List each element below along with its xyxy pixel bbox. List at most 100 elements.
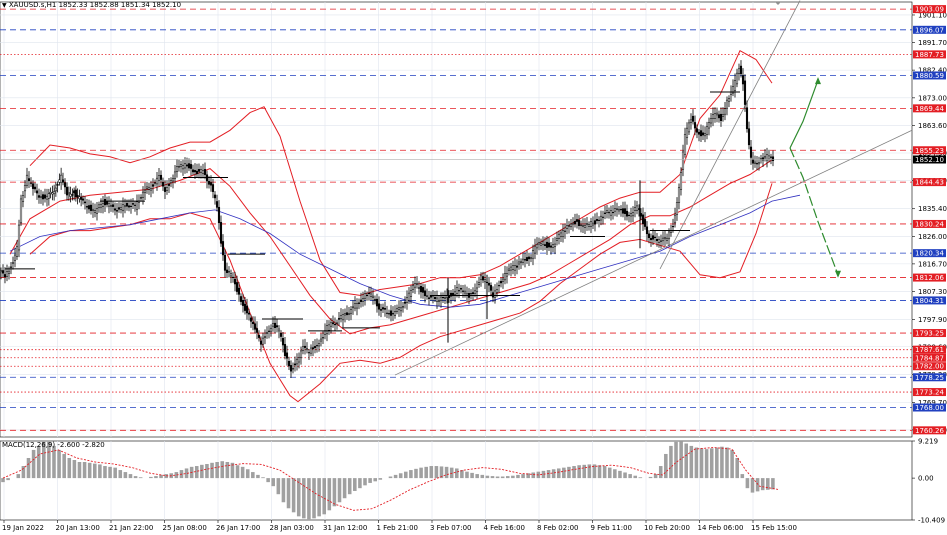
candle-body xyxy=(583,225,587,228)
time-axis: 19 Jan 2022 20 Jan 13:00 21 Jan 22:00 25 Ja… xyxy=(2,520,797,532)
macd-panel-frame xyxy=(0,440,913,521)
candle-body xyxy=(369,293,373,297)
candle-body xyxy=(343,313,347,316)
candle-body xyxy=(173,171,177,179)
candle-body xyxy=(687,122,691,133)
candle-body xyxy=(45,195,49,200)
price-tick-label: 1882.40 xyxy=(918,67,947,75)
candle-body xyxy=(699,130,703,137)
candle-body xyxy=(225,269,229,273)
candle-body xyxy=(517,261,521,265)
chart-header: ▼ XAUUSD.s,H1 1852.33 1852.88 1851.34 18… xyxy=(2,1,181,11)
time-tick-label: 1 Feb 21:00 xyxy=(377,524,418,532)
candle-body xyxy=(357,302,361,304)
candle-body xyxy=(7,270,11,274)
candle-body xyxy=(273,322,277,329)
candle-body xyxy=(705,126,709,135)
candle-body xyxy=(427,297,431,299)
candle-body xyxy=(185,164,189,167)
candle-body xyxy=(73,190,76,194)
candle-body xyxy=(301,346,305,351)
candle-body xyxy=(193,170,197,173)
candle-body xyxy=(269,327,273,332)
price-tick-label: 1807.30 xyxy=(918,288,947,296)
candle-body xyxy=(397,306,401,310)
candle-body xyxy=(133,204,137,206)
candle-body xyxy=(749,146,753,158)
candle-body xyxy=(677,187,681,203)
price-level-tag-bg xyxy=(913,273,946,282)
candle-body xyxy=(199,169,203,173)
candle-body xyxy=(315,345,319,347)
candle-body xyxy=(407,292,411,301)
price-level-tag-bg xyxy=(913,146,946,155)
candle-body xyxy=(235,282,239,292)
candle-body xyxy=(325,325,329,335)
candle-body xyxy=(715,112,719,116)
candle-body xyxy=(67,192,70,195)
candle-body xyxy=(565,225,569,230)
candle-body xyxy=(1,270,5,274)
candle-body xyxy=(125,202,129,207)
candle-body xyxy=(339,315,343,319)
candle-body xyxy=(63,182,67,188)
price-level-tag-label: 1869.44 xyxy=(915,105,944,113)
candle-body xyxy=(521,258,525,263)
candle-body xyxy=(89,204,93,211)
candle-body xyxy=(701,132,705,136)
candle-body xyxy=(239,296,243,302)
candle-body xyxy=(65,186,69,196)
candle-body xyxy=(743,80,747,105)
candle-body xyxy=(503,272,507,281)
candle-body xyxy=(309,347,313,354)
candle-body xyxy=(229,273,233,277)
candle-body xyxy=(631,212,635,217)
candle-body xyxy=(667,231,671,240)
current-price-tag-bg xyxy=(913,155,946,164)
price-level-tag: 1830.24 xyxy=(913,219,946,228)
candle-body xyxy=(537,242,541,245)
candle-body xyxy=(333,324,337,326)
price-level-tag-bg xyxy=(913,296,946,305)
candle-body xyxy=(54,187,57,192)
price-level-tag: 1784.87 xyxy=(913,353,946,362)
candle-body xyxy=(725,99,729,109)
candle-body xyxy=(319,338,323,342)
candle-body xyxy=(545,241,549,248)
candle-body xyxy=(149,188,153,191)
candle-body xyxy=(675,202,679,215)
candle-body xyxy=(83,201,87,204)
candle-body xyxy=(299,350,303,359)
price-tick-label: 1826.00 xyxy=(918,233,947,241)
price-tick-label: 1873.00 xyxy=(918,94,947,102)
candle-body xyxy=(189,164,193,169)
candle-body xyxy=(249,317,253,322)
candle-body xyxy=(365,294,369,297)
candle-body xyxy=(129,205,133,207)
time-tick-label: 26 Jan 17:00 xyxy=(216,524,260,532)
candle-body xyxy=(435,297,439,302)
price-level-tag-label: 1760.26 xyxy=(915,427,944,435)
dropdown-triangle-icon[interactable]: ▼ xyxy=(2,2,7,9)
candle-body xyxy=(80,197,83,200)
candle-body xyxy=(515,265,519,268)
time-tick-label: 15 Feb 15:00 xyxy=(751,524,797,532)
candle-body xyxy=(109,205,113,207)
candle-body xyxy=(145,186,149,189)
price-marker-icon xyxy=(775,2,781,5)
candle-body xyxy=(103,199,107,206)
candle-body xyxy=(337,318,341,320)
price-level-tag-label: 1820.34 xyxy=(915,250,944,258)
candle-body xyxy=(39,196,43,198)
candle-body xyxy=(285,352,289,359)
candle-body xyxy=(307,352,311,354)
candle-body xyxy=(567,225,571,227)
time-tick-label: 31 Jan 12:00 xyxy=(323,524,367,532)
candle-body xyxy=(477,282,481,286)
candle-body xyxy=(611,211,615,214)
candle-body xyxy=(385,312,389,314)
candle-body xyxy=(201,170,205,174)
candle-body xyxy=(767,155,771,160)
candle-body xyxy=(101,203,105,207)
